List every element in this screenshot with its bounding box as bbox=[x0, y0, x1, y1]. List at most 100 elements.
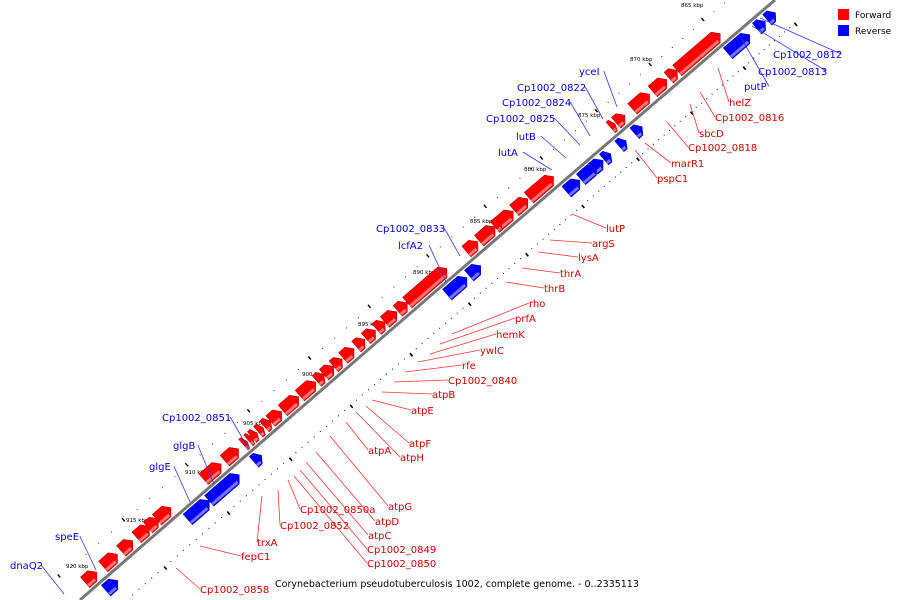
gene-arrow-cp1002-0849[interactable] bbox=[253, 423, 266, 438]
gene-label-helz[interactable]: helZ bbox=[729, 98, 751, 109]
gene-label-cp1002-0812[interactable]: Cp1002_0812 bbox=[773, 50, 842, 61]
gene-label-cp1002-0824[interactable]: Cp1002_0824 bbox=[502, 98, 571, 109]
gene-arrow-lutp[interactable] bbox=[523, 174, 554, 204]
gene-arrow-atpa[interactable] bbox=[294, 380, 316, 402]
gene-label-trxa[interactable]: trxA bbox=[257, 538, 278, 549]
gene-arrow-prfa[interactable] bbox=[392, 300, 408, 317]
gene-label-cp1002-0849[interactable]: Cp1002_0849 bbox=[367, 545, 436, 556]
gene-arrow-pspc1[interactable] bbox=[605, 119, 618, 134]
gene-arrow-ycei[interactable] bbox=[629, 124, 644, 140]
gene-label-luta[interactable]: lutA bbox=[498, 148, 518, 159]
gene-label-putp[interactable]: putP bbox=[744, 82, 767, 93]
gene-arrow-sbcd[interactable] bbox=[647, 77, 667, 98]
gene-arrow-ywlc[interactable] bbox=[371, 319, 386, 335]
gene-arrow-args[interactable] bbox=[509, 196, 529, 217]
gene-arrow-glge[interactable] bbox=[182, 499, 210, 526]
gene-arrow-marr1[interactable] bbox=[611, 113, 626, 129]
gene-label-atpf[interactable]: atpF bbox=[409, 439, 431, 450]
gene-label-cp1002-0852[interactable]: Cp1002_0852 bbox=[280, 521, 349, 532]
gene-arrow-cp1002-0818[interactable] bbox=[627, 92, 650, 115]
gene-arrow-cp1002-0840[interactable] bbox=[351, 337, 366, 353]
gene-arrow-cp1002-0812[interactable] bbox=[762, 10, 777, 26]
gene-arrow-unlabeled[interactable] bbox=[489, 218, 503, 233]
gene-arrow-atpc[interactable] bbox=[259, 418, 273, 433]
gene-label-lcfa2[interactable]: lcfA2 bbox=[398, 241, 423, 252]
gene-arrow-thrb[interactable] bbox=[461, 239, 479, 258]
gene-label-cp1002-0818[interactable]: Cp1002_0818 bbox=[688, 143, 757, 154]
gene-label-args[interactable]: argS bbox=[592, 239, 615, 250]
gene-arrow-trxa[interactable] bbox=[219, 447, 239, 467]
gene-arrow-atpe[interactable] bbox=[328, 357, 343, 373]
gene-label-prfa[interactable]: prfA bbox=[515, 314, 536, 325]
gene-arrow-glgb[interactable] bbox=[204, 473, 240, 507]
gene-arrow-cp1002-0850a[interactable] bbox=[243, 433, 256, 447]
gene-label-rho[interactable]: rho bbox=[529, 299, 545, 310]
gene-label-pspc1[interactable]: pspC1 bbox=[657, 174, 688, 185]
gene-label-lysa[interactable]: lysA bbox=[578, 253, 599, 264]
gene-label-atph[interactable]: atpH bbox=[400, 453, 424, 464]
gene-arrow-atpf[interactable] bbox=[318, 364, 335, 381]
gene-arrow-putp[interactable] bbox=[722, 32, 751, 60]
gene-arrow-cp1002-0822[interactable] bbox=[614, 137, 628, 153]
gene-label-cp1002-0833[interactable]: Cp1002_0833 bbox=[376, 224, 445, 235]
gene-label-fepc1[interactable]: fepC1 bbox=[241, 552, 270, 563]
gene-arrow-cp1002-0824[interactable] bbox=[599, 150, 613, 166]
gene-label-lutp[interactable]: lutP bbox=[606, 224, 625, 235]
gene-arrow-cp1002-0851[interactable] bbox=[249, 452, 263, 468]
gene-label-rfe[interactable]: rfe bbox=[462, 361, 476, 372]
gene-arrow-thra[interactable] bbox=[474, 225, 496, 247]
gene-label-thrb[interactable]: thrB bbox=[544, 284, 565, 295]
gene-label-marr1[interactable]: marR1 bbox=[671, 159, 704, 170]
gene-arrow-atpb[interactable] bbox=[338, 346, 355, 364]
gene-label-atpe[interactable]: atpE bbox=[411, 406, 434, 417]
gene-label-cp1002-0851[interactable]: Cp1002_0851 bbox=[162, 413, 231, 424]
gene-label-spee[interactable]: speE bbox=[55, 532, 79, 543]
gene-label-glgb[interactable]: glgB bbox=[173, 441, 195, 452]
gene-arrow-unlabeled[interactable] bbox=[131, 524, 150, 544]
gene-arrow-lutb[interactable] bbox=[575, 164, 597, 186]
gene-arrow-rfe[interactable] bbox=[360, 328, 376, 345]
gene-arrow-cp1002-0813[interactable] bbox=[751, 19, 766, 35]
gene-label-hemk[interactable]: hemK bbox=[496, 330, 525, 341]
gene-label-sbcd[interactable]: sbcD bbox=[699, 129, 724, 140]
gene-label-ycei[interactable]: yceI bbox=[579, 67, 600, 78]
gene-arrow-lcfa2[interactable] bbox=[442, 275, 468, 301]
gene-arrow-rho[interactable] bbox=[402, 266, 448, 309]
gene-arrow-unlabeled[interactable] bbox=[142, 516, 159, 534]
gene-arrow-cp1002-0833[interactable] bbox=[464, 263, 482, 282]
major-tick-mark bbox=[226, 510, 231, 516]
gene-arrow-unlabeled[interactable] bbox=[116, 539, 134, 557]
gene-label-atpb[interactable]: atpB bbox=[432, 390, 455, 401]
gene-label-cp1002-0840[interactable]: Cp1002_0840 bbox=[448, 376, 517, 387]
gene-arrow-atpg[interactable] bbox=[277, 394, 299, 417]
gene-arrow-cp1002-0858[interactable] bbox=[98, 552, 118, 573]
gene-label-cp1002-0850a[interactable]: Cp1002_0850a bbox=[300, 505, 375, 516]
gene-label-atpd[interactable]: atpD bbox=[375, 517, 399, 528]
gene-label-cp1002-0825[interactable]: Cp1002_0825 bbox=[486, 114, 555, 125]
gene-arrow-atph[interactable] bbox=[311, 372, 326, 387]
gene-label-cp1002-0858[interactable]: Cp1002_0858 bbox=[200, 585, 269, 596]
gene-arrow-luta[interactable] bbox=[561, 178, 581, 198]
gene-label-atpg[interactable]: atpG bbox=[388, 502, 412, 513]
gene-label-ywlc[interactable]: ywlC bbox=[480, 346, 504, 357]
gene-arrow-spee[interactable] bbox=[100, 578, 119, 597]
gene-label-cp1002-0813[interactable]: Cp1002_0813 bbox=[758, 67, 827, 78]
gene-label-cp1002-0816[interactable]: Cp1002_0816 bbox=[715, 113, 784, 124]
gene-label-dnaq2[interactable]: dnaQ2 bbox=[10, 561, 43, 572]
gene-arrow-hemk[interactable] bbox=[379, 310, 398, 328]
gene-label-lutb[interactable]: lutB bbox=[516, 132, 536, 143]
gene-label-cp1002-0822[interactable]: Cp1002_0822 bbox=[517, 83, 586, 94]
gene-label-atpc[interactable]: atpC bbox=[368, 531, 391, 542]
gene-label-glge[interactable]: glgE bbox=[149, 462, 171, 473]
gene-arrow-helz[interactable] bbox=[672, 31, 721, 77]
gene-label-thra[interactable]: thrA bbox=[560, 269, 581, 280]
gene-arrow-cp1002-0816[interactable] bbox=[663, 68, 678, 84]
minor-tick-mark bbox=[631, 162, 633, 164]
gene-label-atpa[interactable]: atpA bbox=[368, 446, 391, 457]
gene-arrow-fepc1[interactable] bbox=[151, 505, 172, 526]
gene-arrow-atpd[interactable] bbox=[265, 409, 282, 427]
gene-arrow-cp1002-0850[interactable] bbox=[247, 429, 260, 443]
minor-tick-mark bbox=[331, 420, 334, 422]
gene-arrow-unlabeled[interactable] bbox=[80, 570, 98, 589]
gene-label-cp1002-0850[interactable]: Cp1002_0850 bbox=[367, 559, 436, 570]
